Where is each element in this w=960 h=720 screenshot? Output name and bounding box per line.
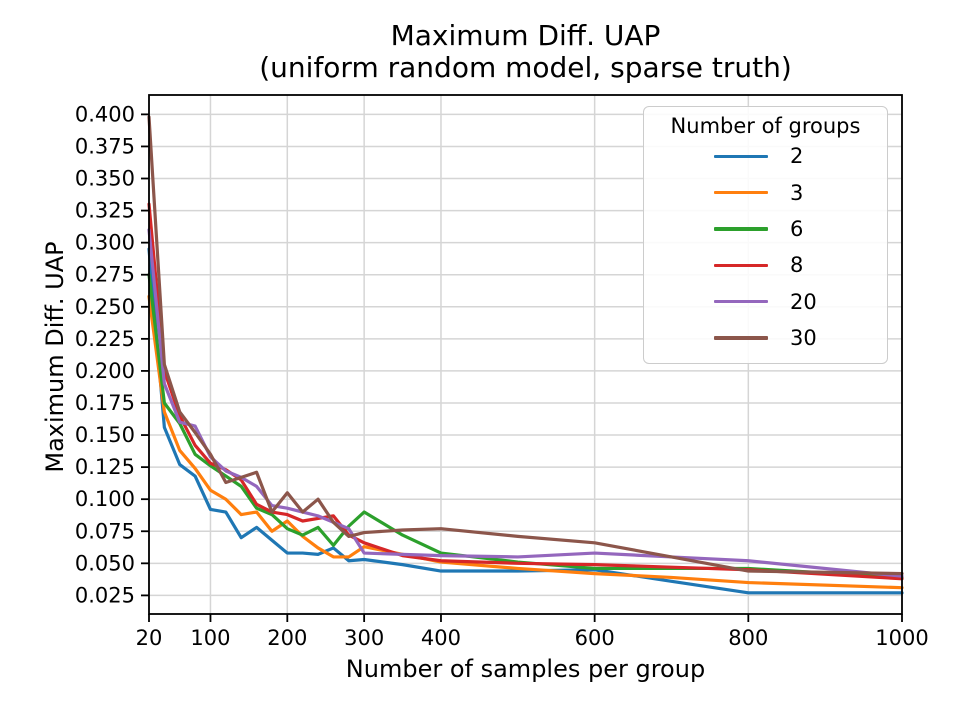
x-tick-label: 400 [421,626,461,650]
x-tick-label: 1000 [875,626,928,650]
y-tick-label: 0.225 [75,327,135,351]
y-tick-label: 0.050 [75,551,135,575]
legend-entry-label: 8 [790,253,804,278]
series-line-3 [147,294,904,590]
legend-line-swatch [714,263,768,268]
x-tick-label: 800 [728,626,768,650]
y-tick-label: 0.350 [75,167,135,191]
x-tick-label: 600 [575,626,615,650]
y-tick-label: 0.200 [75,359,135,383]
legend-line-swatch [714,336,768,340]
legend-entry-label: 20 [790,289,817,314]
legend-entry-label: 2 [790,144,804,169]
y-tick-label: 0.150 [75,423,135,447]
legend-entry: 20 [644,284,887,320]
x-tick-label: 300 [344,626,384,650]
x-tick-label: 20 [136,626,163,650]
legend-entry: 3 [644,174,887,210]
y-tick-label: 0.175 [75,391,135,415]
x-tick-label: 100 [190,626,230,650]
plot-border [148,94,903,615]
x-tick-label: 200 [267,626,307,650]
legend-entry-label: 30 [790,326,817,351]
series-line-8 [147,202,904,581]
chart-title: Maximum Diff. UAP (uniform random model,… [149,20,902,84]
chart-title-line2: (uniform random model, sparse truth) [259,51,792,84]
y-tick-label: 0.300 [75,231,135,255]
chart-title-line1: Maximum Diff. UAP [390,19,661,52]
legend-line-swatch [714,227,768,231]
legend-entry-label: 3 [790,180,804,205]
y-tick-label: 0.400 [75,102,135,126]
legend-entry-label: 6 [790,216,804,241]
legend-line-swatch [714,300,768,304]
legend-entry: 30 [644,320,887,356]
y-axis-label: Maximum Diff. UAP [41,241,69,473]
legend-entry: 6 [644,211,887,247]
y-tick-label: 0.325 [75,199,135,223]
legend-entries: 2 3 6 8 20 30 [644,138,887,356]
legend: Number of groups 2 3 6 8 20 30 [643,106,888,364]
x-axis-label: Number of samples per group [345,655,706,683]
legend-line-swatch [714,154,768,158]
y-tick-label: 0.275 [75,263,135,287]
legend-line-swatch [714,190,768,195]
legend-entry: 8 [644,247,887,283]
y-tick-label: 0.125 [75,455,135,479]
y-tick-label: 0.025 [75,583,135,607]
y-tick-label: 0.100 [75,487,135,511]
legend-entry: 2 [644,138,887,174]
legend-title: Number of groups [670,114,861,138]
y-tick-label: 0.075 [75,519,135,543]
y-tick-label: 0.375 [75,134,135,158]
series-line-30 [147,115,904,576]
y-tick-label: 0.250 [75,295,135,319]
